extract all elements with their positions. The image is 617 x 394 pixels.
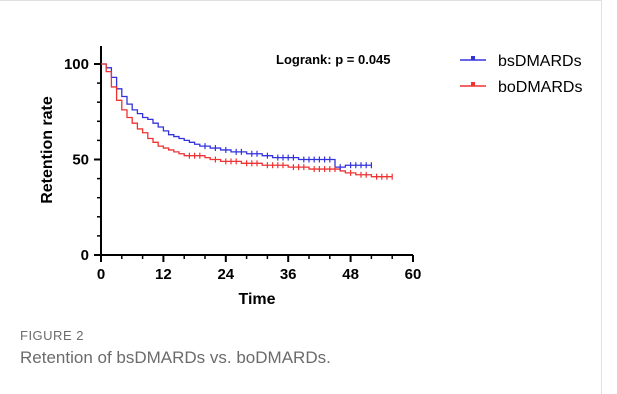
legend-swatch-mark — [471, 82, 475, 86]
x-tick-label: 24 — [217, 266, 234, 283]
legend-label: boDMARDs — [498, 79, 582, 96]
figure-caption: Retention of bsDMARDs vs. boDMARDs. — [20, 348, 331, 367]
legend-swatch-mark — [471, 56, 475, 60]
x-tick-label: 60 — [405, 266, 422, 283]
figure-label: FIGURE 2 — [20, 328, 84, 343]
x-tick-label: 0 — [97, 266, 105, 283]
legend-label: bsDMARDs — [498, 53, 582, 70]
series-lines — [101, 63, 393, 178]
x-tick-label: 36 — [280, 266, 297, 283]
x-tick-label: 48 — [342, 266, 359, 283]
x-axis-title: Time — [238, 291, 275, 308]
axes — [100, 46, 413, 256]
series-line-bsDMARDs — [101, 63, 372, 168]
x-tick-label: 12 — [155, 266, 172, 283]
y-tick-label: 0 — [81, 247, 89, 264]
logrank-annotation: Logrank: p = 0.045 — [276, 52, 391, 67]
censor-marks — [188, 143, 393, 180]
km-chart: 0 12 24 36 48 60 0 50 100 Time Retention rate Lo… — [39, 46, 582, 308]
y-axis-title: Retention rate — [39, 96, 56, 204]
legend: bsDMARDs boDMARDs — [460, 53, 582, 96]
tick-labels: 0 12 24 36 48 60 0 50 100 — [64, 56, 421, 283]
figure-frame — [0, 0, 602, 394]
minor-ticks — [94, 63, 414, 262]
series-line-boDMARDs — [101, 63, 393, 178]
y-tick-label: 50 — [72, 152, 89, 169]
y-tick-label: 100 — [64, 56, 89, 73]
